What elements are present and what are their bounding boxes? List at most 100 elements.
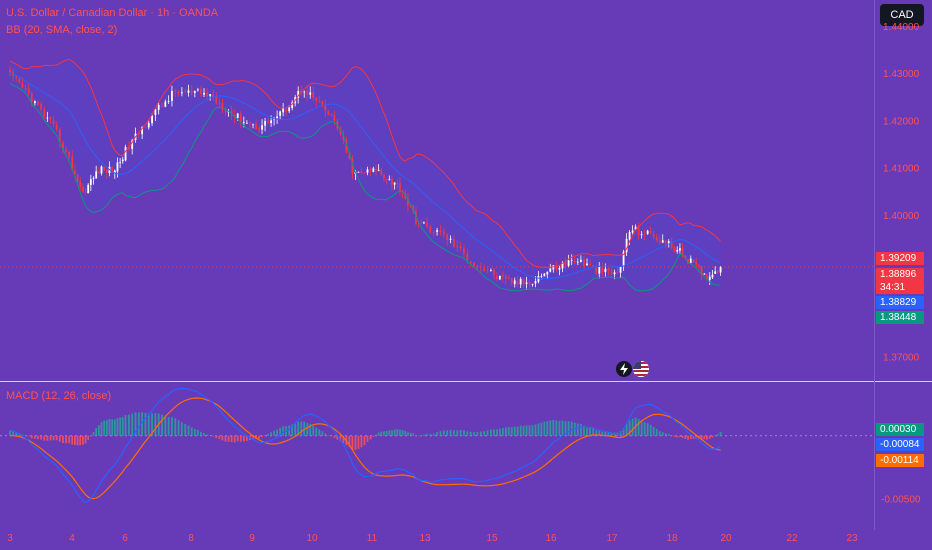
macd-histogram-bar — [95, 427, 98, 436]
macd-histogram-bar — [456, 430, 459, 436]
macd-histogram-bar — [92, 432, 95, 436]
macd-histogram-bar — [681, 435, 684, 438]
candle-body — [187, 90, 190, 93]
macd-histogram-bar — [318, 429, 321, 436]
macd-histogram-bar — [306, 423, 309, 436]
macd-histogram-bar — [116, 418, 119, 436]
currency-button[interactable]: CAD — [880, 4, 924, 26]
macd-histogram-bar — [261, 435, 263, 438]
candle-body — [71, 156, 74, 170]
bb-indicator-label[interactable]: BB (20, SMA, close, 2) — [6, 24, 118, 36]
candle-body — [388, 179, 391, 181]
candle-body — [212, 94, 215, 98]
macd-histogram-bar — [200, 431, 202, 436]
candle-body — [103, 166, 106, 171]
macd-histogram-bar — [646, 423, 649, 436]
candle-body — [351, 158, 354, 174]
candle-body — [543, 273, 546, 277]
macd-histogram-bar — [124, 415, 127, 436]
bb-basis-price-label: 1.38829 — [876, 296, 924, 309]
candle-body — [432, 232, 435, 233]
last-price-label: 1.38896 — [876, 268, 924, 281]
candle-body — [111, 167, 114, 173]
candle-body — [567, 260, 570, 266]
candle-body — [643, 233, 646, 235]
macd-histogram-bar — [534, 424, 537, 436]
macd-histogram-bar — [9, 430, 11, 436]
candle-body — [258, 128, 260, 131]
candle-body — [380, 169, 383, 175]
macd-histogram-bar — [420, 435, 423, 437]
macd-histogram-bar — [291, 424, 294, 436]
candle-body — [141, 127, 144, 135]
macd-histogram-bar — [695, 435, 698, 439]
time-tick-label: 18 — [666, 533, 678, 544]
macd-histogram-bar — [137, 412, 140, 436]
time-tick-label: 22 — [786, 533, 798, 544]
lightning-icon[interactable] — [616, 361, 632, 377]
macd-histogram-bar — [486, 430, 489, 436]
candle-body — [442, 231, 445, 235]
macd-histogram-bar — [230, 435, 233, 443]
time-tick-label: 10 — [306, 533, 318, 544]
macd-histogram-bar — [564, 421, 567, 436]
macd-histogram-bar — [151, 413, 153, 436]
candle-body — [239, 113, 242, 123]
candle-body — [616, 272, 619, 274]
candle-body — [279, 111, 282, 116]
candle-body — [34, 101, 36, 104]
macd-histogram-bar — [528, 425, 531, 436]
macd-histogram-bar — [459, 430, 462, 436]
macd-histogram-bar — [267, 433, 269, 436]
macd-histogram-bar — [330, 435, 333, 437]
time-tick-label: 4 — [69, 533, 75, 544]
time-tick-label: 15 — [486, 533, 498, 544]
candle-body — [174, 90, 177, 92]
macd-histogram-bar — [449, 429, 452, 436]
candle-body — [131, 140, 134, 149]
price-tick-label: 1.40000 — [883, 211, 920, 222]
candle-body — [37, 101, 39, 105]
macd-histogram-bar — [113, 419, 116, 436]
macd-histogram-bar — [221, 435, 224, 441]
macd-histogram-bar — [40, 435, 43, 440]
candle-body — [264, 121, 266, 126]
macd-histogram-bar — [469, 431, 472, 436]
macd-indicator-label[interactable]: MACD (12, 26, close) — [6, 390, 112, 402]
macd-histogram-bar — [81, 435, 84, 445]
candle-body — [333, 114, 336, 121]
candle-body — [476, 265, 479, 267]
macd-histogram-bar — [58, 435, 61, 442]
macd-histogram-bar — [716, 434, 719, 436]
candle-body — [610, 270, 613, 274]
macd-histogram-bar — [522, 425, 525, 436]
candle-body — [649, 230, 652, 234]
candle-body — [598, 267, 601, 274]
candle-body — [525, 282, 528, 284]
candle-body — [21, 82, 24, 88]
macd-histogram-bar — [315, 427, 318, 436]
candle-body — [282, 108, 285, 113]
candle-body — [360, 171, 363, 174]
macd-histogram-bar — [324, 433, 327, 436]
candle-body — [246, 122, 248, 124]
candle-body — [504, 276, 507, 279]
bb-basis-line — [9, 71, 721, 280]
candle-body — [700, 266, 703, 276]
candle-body — [62, 142, 64, 150]
macd-histogram-bar — [167, 417, 170, 436]
macd-histogram-bar — [34, 435, 36, 439]
macd-histogram-bar — [206, 434, 208, 436]
candle-body — [24, 88, 27, 90]
macd-histogram-bar — [141, 412, 144, 436]
macd-histogram-bar — [607, 431, 610, 436]
candle-body — [501, 275, 504, 277]
macd-histogram-bar — [24, 435, 27, 437]
us-flag-icon[interactable] — [633, 361, 649, 377]
macd-histogram-bar — [540, 422, 543, 436]
candle-body — [375, 169, 377, 171]
candle-body — [30, 93, 33, 103]
macd-histogram-bar — [679, 435, 681, 438]
candle-body — [516, 281, 519, 285]
